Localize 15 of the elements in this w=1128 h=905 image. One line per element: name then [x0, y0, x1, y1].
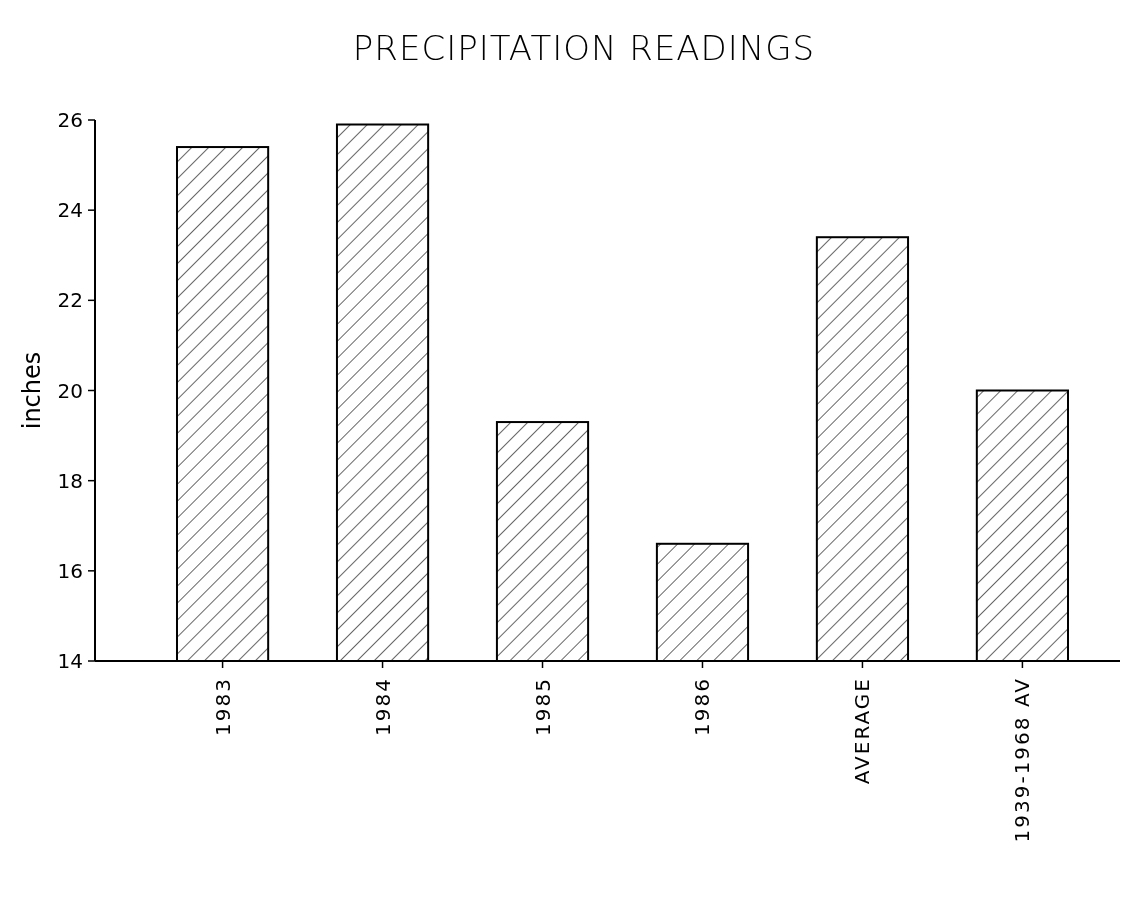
x-tick-label: AVERAGE — [850, 677, 875, 785]
x-tick-label: 1984 — [370, 677, 395, 736]
y-tick-label: 26 — [57, 108, 83, 132]
y-tick-label: 24 — [57, 198, 83, 223]
chart-title: PRECIPITATION READINGS — [352, 28, 816, 68]
y-tick-label: 22 — [57, 288, 83, 313]
y-tick-label: 14 — [57, 649, 83, 673]
x-tick-label: 1939-1968 AV — [1010, 677, 1035, 843]
x-tick-label: 1986 — [690, 677, 715, 736]
x-tick-label: 1983 — [210, 677, 235, 736]
y-axis-title: inches — [18, 351, 46, 430]
y-tick-label: 18 — [57, 468, 83, 493]
y-tick-label: 20 — [57, 378, 83, 403]
x-tick-label: 1985 — [530, 677, 555, 736]
y-tick-label: 16 — [57, 558, 83, 583]
